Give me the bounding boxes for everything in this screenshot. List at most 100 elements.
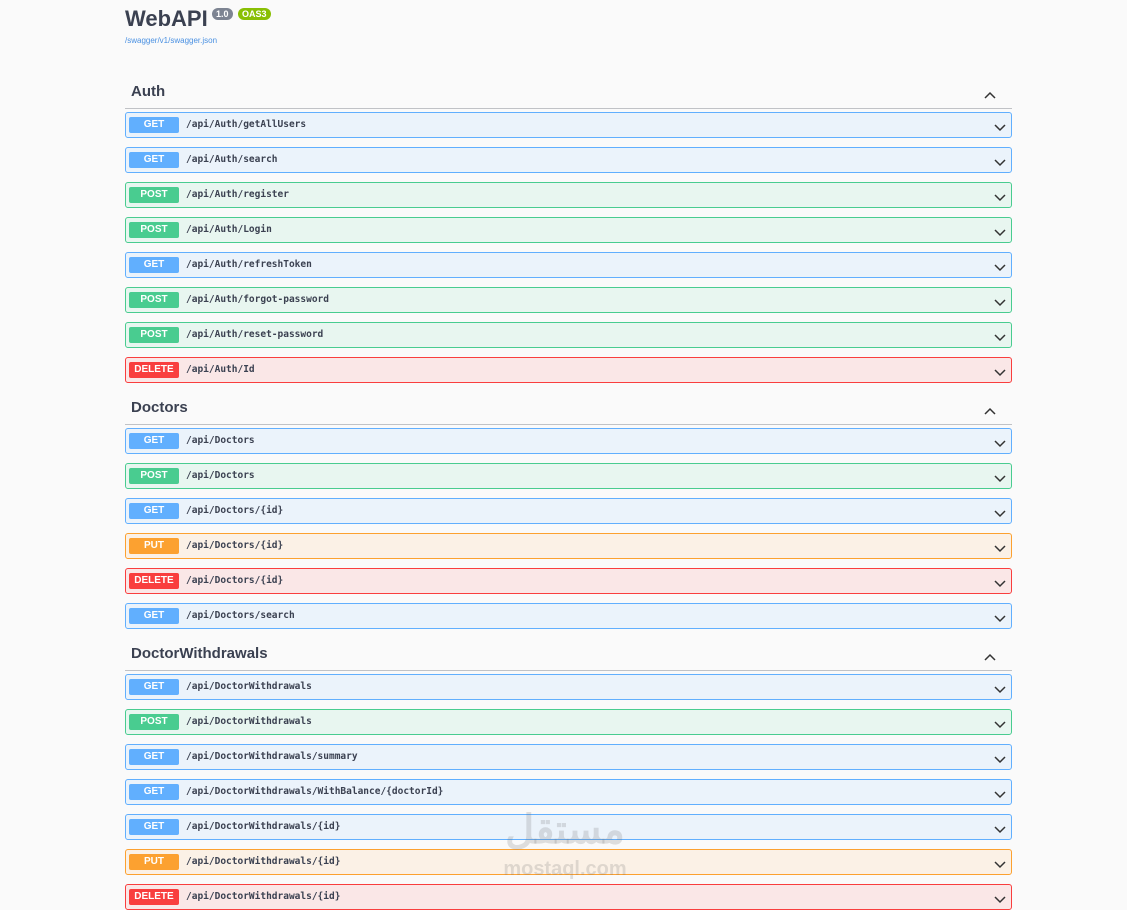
section-toggle[interactable] <box>983 403 997 421</box>
chevron <box>994 159 1006 167</box>
operation-row[interactable]: GET/api/DoctorWithdrawals/summary <box>125 744 1012 770</box>
chevron <box>994 545 1006 553</box>
chevron <box>994 264 1006 272</box>
expand-toggle[interactable] <box>993 190 1007 208</box>
operation-row[interactable]: DELETE/api/Doctors/{id} <box>125 568 1012 594</box>
operation-row[interactable]: GET/api/Doctors/search <box>125 603 1012 629</box>
section-divider <box>125 108 1012 109</box>
expand-toggle[interactable] <box>993 787 1007 805</box>
expand-toggle[interactable] <box>993 120 1007 138</box>
operation-row[interactable]: DELETE/api/DoctorWithdrawals/{id} <box>125 884 1012 910</box>
operation-row[interactable]: GET/api/DoctorWithdrawals/WithBalance/{d… <box>125 779 1012 805</box>
operation-row[interactable]: POST/api/Auth/forgot-password <box>125 287 1012 313</box>
operation-row[interactable]: PUT/api/Doctors/{id} <box>125 533 1012 559</box>
section-title[interactable]: Doctors <box>131 399 188 416</box>
chevron <box>994 686 1006 694</box>
section-divider <box>125 670 1012 671</box>
expand-toggle[interactable] <box>993 576 1007 594</box>
chevron <box>984 91 996 99</box>
operation-path: /api/Auth/Id <box>186 364 255 375</box>
operation-row[interactable]: GET/api/DoctorWithdrawals/{id} <box>125 814 1012 840</box>
expand-toggle[interactable] <box>993 295 1007 313</box>
chevron <box>994 896 1006 904</box>
chevron <box>994 861 1006 869</box>
operation-row[interactable]: POST/api/Auth/reset-password <box>125 322 1012 348</box>
operation-row[interactable]: DELETE/api/Auth/Id <box>125 357 1012 383</box>
chevron <box>994 229 1006 237</box>
expand-toggle[interactable] <box>993 541 1007 559</box>
method-badge: GET <box>129 784 179 800</box>
operation-path: /api/Doctors <box>186 435 255 446</box>
operation-path: /api/DoctorWithdrawals/{id} <box>186 856 341 867</box>
operation-path: /api/DoctorWithdrawals/{id} <box>186 891 341 902</box>
chevron <box>994 334 1006 342</box>
operation-path: /api/Auth/Login <box>186 224 272 235</box>
spec-link[interactable]: /swagger/v1/swagger.json <box>125 36 218 45</box>
section-divider <box>125 424 1012 425</box>
operation-path: /api/DoctorWithdrawals/WithBalance/{doct… <box>186 786 444 797</box>
operation-path: /api/Auth/search <box>186 154 278 165</box>
method-badge: DELETE <box>129 889 179 905</box>
section-toggle[interactable] <box>983 649 997 667</box>
operation-path: /api/Doctors <box>186 470 255 481</box>
method-badge: GET <box>129 152 179 168</box>
method-badge: PUT <box>129 538 179 554</box>
chevron <box>994 826 1006 834</box>
watermark-logo: مستقل <box>505 808 625 852</box>
operation-row[interactable]: POST/api/DoctorWithdrawals <box>125 709 1012 735</box>
operation-row[interactable]: POST/api/Auth/Login <box>125 217 1012 243</box>
chevron <box>984 407 996 415</box>
method-badge: DELETE <box>129 362 179 378</box>
expand-toggle[interactable] <box>993 330 1007 348</box>
expand-toggle[interactable] <box>993 365 1007 383</box>
operation-row[interactable]: GET/api/Doctors <box>125 428 1012 454</box>
expand-toggle[interactable] <box>993 611 1007 629</box>
method-badge: GET <box>129 679 179 695</box>
operation-row[interactable]: POST/api/Doctors <box>125 463 1012 489</box>
operation-row[interactable]: POST/api/Auth/register <box>125 182 1012 208</box>
operation-path: /api/DoctorWithdrawals <box>186 716 312 727</box>
expand-toggle[interactable] <box>993 682 1007 700</box>
method-badge: GET <box>129 608 179 624</box>
chevron <box>994 510 1006 518</box>
operation-row[interactable]: GET/api/Doctors/{id} <box>125 498 1012 524</box>
method-badge: POST <box>129 327 179 343</box>
method-badge: POST <box>129 222 179 238</box>
method-badge: PUT <box>129 854 179 870</box>
section-toggle[interactable] <box>983 87 997 105</box>
operation-path: /api/Doctors/{id} <box>186 505 284 516</box>
expand-toggle[interactable] <box>993 506 1007 524</box>
expand-toggle[interactable] <box>993 471 1007 489</box>
method-badge: DELETE <box>129 573 179 589</box>
chevron <box>994 615 1006 623</box>
expand-toggle[interactable] <box>993 717 1007 735</box>
operation-row[interactable]: GET/api/Auth/refreshToken <box>125 252 1012 278</box>
method-badge: GET <box>129 819 179 835</box>
operation-path: /api/Doctors/{id} <box>186 575 284 586</box>
chevron <box>994 580 1006 588</box>
operation-path: /api/Auth/reset-password <box>186 329 324 340</box>
operation-row[interactable]: GET/api/Auth/getAllUsers <box>125 112 1012 138</box>
chevron <box>994 440 1006 448</box>
operation-path: /api/Auth/getAllUsers <box>186 119 307 130</box>
chevron <box>994 721 1006 729</box>
method-badge: POST <box>129 468 179 484</box>
expand-toggle[interactable] <box>993 225 1007 243</box>
expand-toggle[interactable] <box>993 260 1007 278</box>
expand-toggle[interactable] <box>993 436 1007 454</box>
expand-toggle[interactable] <box>993 857 1007 875</box>
operation-row[interactable]: GET/api/DoctorWithdrawals <box>125 674 1012 700</box>
section-title[interactable]: DoctorWithdrawals <box>131 645 268 662</box>
operation-row[interactable]: GET/api/Auth/search <box>125 147 1012 173</box>
operation-path: /api/DoctorWithdrawals/{id} <box>186 821 341 832</box>
section-title[interactable]: Auth <box>131 83 166 100</box>
expand-toggle[interactable] <box>993 155 1007 173</box>
oas-badge: OAS3 <box>238 8 271 20</box>
expand-toggle[interactable] <box>993 752 1007 770</box>
operation-path: /api/Doctors/search <box>186 610 295 621</box>
expand-toggle[interactable] <box>993 892 1007 910</box>
operation-row[interactable]: PUT/api/DoctorWithdrawals/{id} <box>125 849 1012 875</box>
chevron <box>984 653 996 661</box>
expand-toggle[interactable] <box>993 822 1007 840</box>
operation-path: /api/Auth/refreshToken <box>186 259 312 270</box>
